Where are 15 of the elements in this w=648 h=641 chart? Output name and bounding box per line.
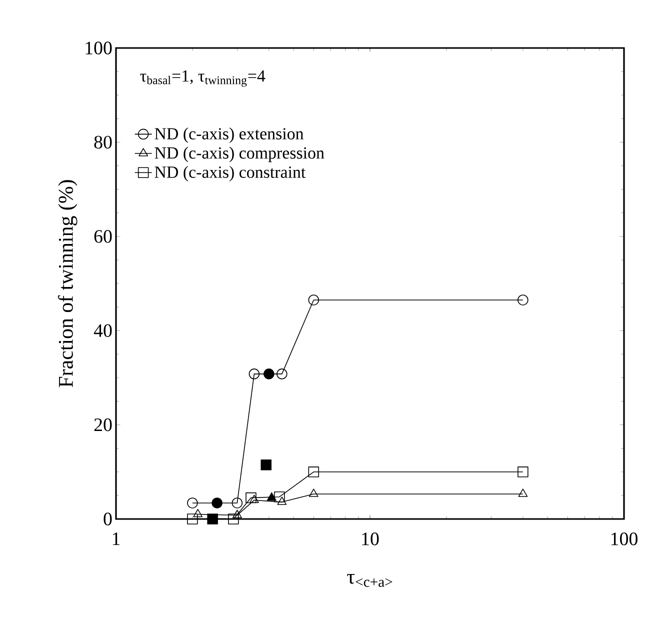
y-axis-title: Fraction of twinning (%) xyxy=(58,180,78,388)
y-tick-label: 80 xyxy=(94,136,112,149)
x-tick-label: 10 xyxy=(362,532,379,546)
x-axis-title: τ$_{<c+a>}$ xyxy=(347,574,392,587)
y-tick-label: 20 xyxy=(94,418,112,432)
y-tick-label: 0 xyxy=(104,512,112,526)
legend-label: ND (c-axis) constraint xyxy=(154,166,306,182)
legend-label: ND (c-axis) compression xyxy=(154,146,324,162)
y-tick-label: 60 xyxy=(94,230,112,243)
x-tick-label: 1 xyxy=(112,532,120,545)
legend-label: ND (c-axis) extension xyxy=(154,128,304,143)
annotation: τ$_{basal}$=1, τ$_{twinning}$=4 xyxy=(140,70,266,87)
x-tick-label: 100 xyxy=(611,532,638,546)
y-tick-label: 40 xyxy=(94,324,112,337)
y-tick-label: 100 xyxy=(86,42,112,54)
